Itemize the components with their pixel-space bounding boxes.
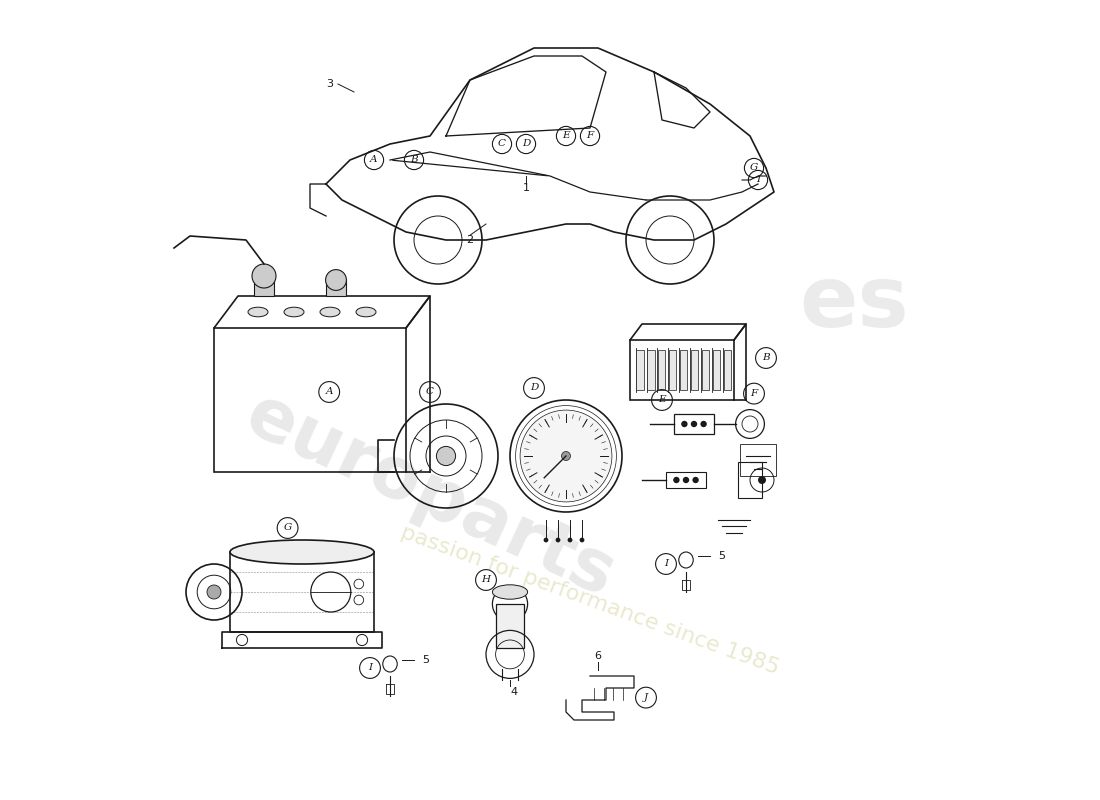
Ellipse shape [284, 307, 304, 317]
Bar [680, 350, 688, 390]
Text: J: J [644, 693, 648, 702]
Bar [738, 462, 762, 498]
Text: D: D [530, 383, 538, 393]
Text: 4: 4 [510, 687, 518, 697]
Circle shape [692, 477, 698, 483]
Bar [630, 340, 734, 400]
Circle shape [580, 538, 584, 542]
Text: B: B [410, 155, 418, 165]
Bar [713, 350, 721, 390]
Ellipse shape [248, 307, 268, 317]
Text: C: C [426, 387, 434, 397]
Text: F: F [750, 389, 758, 398]
Bar [666, 472, 706, 488]
Bar [230, 552, 374, 632]
Text: I: I [664, 559, 668, 569]
Text: I: I [756, 175, 760, 185]
Text: 3: 3 [327, 79, 333, 89]
Circle shape [437, 446, 455, 466]
Bar [647, 350, 654, 390]
Text: 1: 1 [522, 183, 529, 193]
Bar [496, 604, 525, 648]
Circle shape [561, 451, 571, 461]
Ellipse shape [493, 585, 528, 599]
Text: C: C [498, 139, 506, 149]
Text: 5: 5 [718, 551, 726, 561]
Circle shape [543, 538, 549, 542]
Bar [674, 414, 714, 434]
Text: E: E [658, 395, 666, 405]
Bar [214, 328, 406, 472]
Circle shape [683, 477, 690, 483]
Text: 5: 5 [422, 655, 429, 665]
Bar [724, 350, 732, 390]
Bar [691, 350, 698, 390]
Ellipse shape [356, 307, 376, 317]
Ellipse shape [230, 540, 374, 564]
Text: E: E [562, 131, 570, 141]
Bar [740, 444, 776, 476]
Circle shape [691, 421, 697, 427]
Bar [669, 350, 676, 390]
Circle shape [252, 264, 276, 288]
Text: A: A [326, 387, 333, 397]
Ellipse shape [320, 307, 340, 317]
Circle shape [681, 421, 688, 427]
Circle shape [326, 270, 346, 290]
Circle shape [758, 476, 766, 484]
Text: passion for performance since 1985: passion for performance since 1985 [398, 522, 782, 678]
Text: F: F [586, 131, 594, 141]
Text: I: I [367, 663, 372, 673]
Bar [658, 350, 666, 390]
Text: europarts: europarts [234, 380, 626, 612]
Circle shape [207, 585, 221, 599]
Circle shape [701, 421, 707, 427]
Text: H: H [482, 575, 491, 585]
Text: 2: 2 [466, 235, 474, 245]
Circle shape [556, 538, 560, 542]
Text: G: G [284, 523, 292, 533]
Circle shape [673, 477, 680, 483]
Bar [254, 276, 274, 296]
Text: 6: 6 [594, 651, 602, 661]
Bar [326, 280, 346, 296]
Text: G: G [750, 163, 758, 173]
Circle shape [520, 410, 612, 502]
Text: D: D [521, 139, 530, 149]
Bar [702, 350, 710, 390]
Text: A: A [371, 155, 377, 165]
Text: es: es [799, 262, 909, 346]
Circle shape [568, 538, 572, 542]
Bar [637, 350, 644, 390]
Text: B: B [762, 354, 770, 362]
